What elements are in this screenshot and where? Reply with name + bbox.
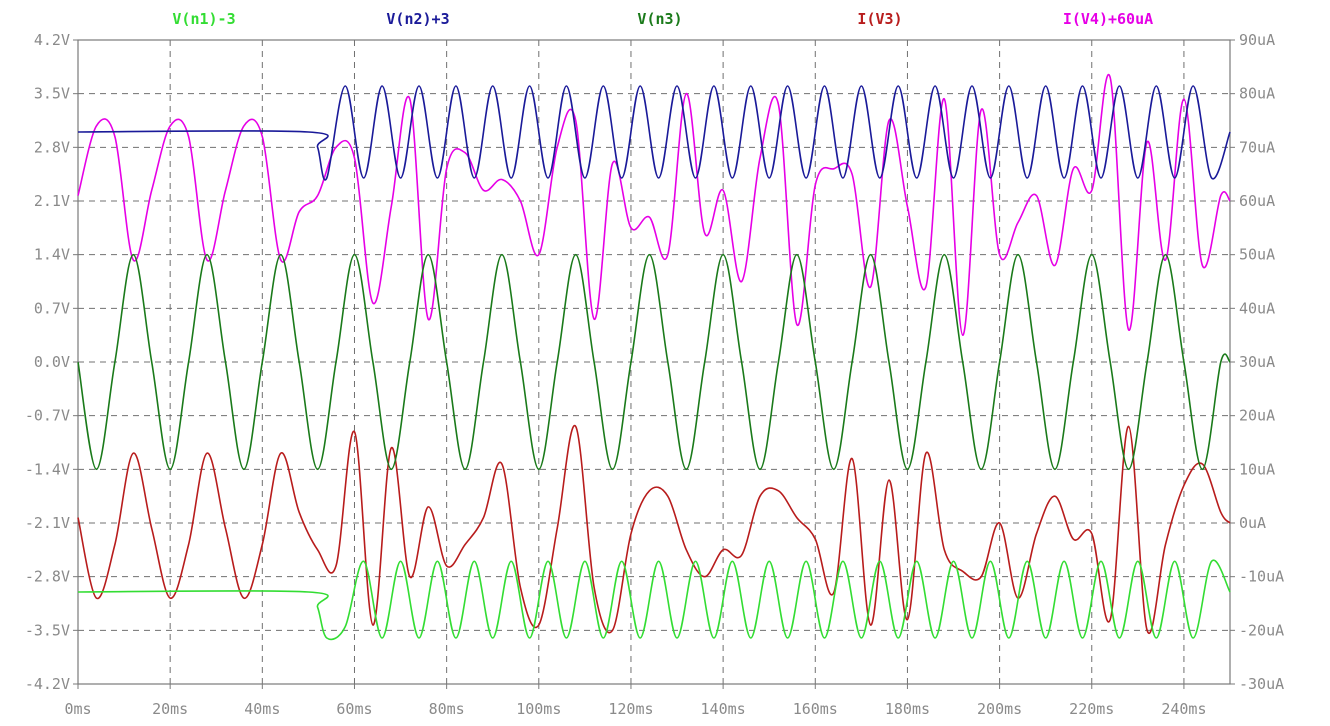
- left-tick-label: -1.4V: [25, 460, 70, 478]
- left-tick-label: -3.5V: [25, 621, 70, 639]
- x-tick-label: 80ms: [429, 700, 465, 718]
- trace-v-n1-3: [77, 559, 1231, 641]
- left-tick-label: 2.1V: [34, 192, 70, 210]
- trace-i-v4-60ua: [77, 73, 1231, 337]
- right-tick-label: 90uA: [1239, 31, 1275, 49]
- left-tick-label: -4.2V: [25, 675, 70, 693]
- left-tick-label: 3.5V: [34, 85, 70, 103]
- left-tick-label: -0.7V: [25, 407, 70, 425]
- legend-label-i-v4-60ua: I(V4)+60uA: [1063, 10, 1153, 28]
- left-tick-label: -2.1V: [25, 514, 70, 532]
- x-tick-label: 140ms: [701, 700, 746, 718]
- x-tick-label: 100ms: [516, 700, 561, 718]
- legend-label-v-n3: V(n3): [637, 10, 682, 28]
- legend-label-i-v3: I(V3): [857, 10, 902, 28]
- left-tick-label: -2.8V: [25, 568, 70, 586]
- time-axis: 0ms 20ms 40ms 60ms 80ms 100ms 120ms 140ms 160ms 1…: [64, 684, 1206, 718]
- legend-label-v-n2-3: V(n2)+3: [386, 10, 449, 28]
- trace-legend: V(n1)-3 V(n2)+3 V(n3) I(V3) I(V4)+60uA: [172, 10, 1153, 28]
- trace-v-n2-3: [77, 85, 1231, 181]
- right-current-axis: 90uA 80uA 70uA 60uA 50uA 40uA 30uA 20uA 10uA 0uA -…: [1230, 31, 1284, 693]
- right-tick-label: 10uA: [1239, 460, 1275, 478]
- trace-v-n3: [77, 253, 1231, 471]
- x-tick-label: 240ms: [1161, 700, 1206, 718]
- right-tick-label: 50uA: [1239, 246, 1275, 264]
- trace-layer: [77, 73, 1231, 641]
- x-tick-label: 180ms: [885, 700, 930, 718]
- x-tick-label: 40ms: [244, 700, 280, 718]
- right-tick-label: -30uA: [1239, 675, 1284, 693]
- legend-label-v-n1-3: V(n1)-3: [172, 10, 235, 28]
- x-tick-label: 60ms: [336, 700, 372, 718]
- x-tick-label: 120ms: [608, 700, 653, 718]
- trace-i-v3: [77, 424, 1231, 635]
- x-tick-label: 200ms: [977, 700, 1022, 718]
- right-tick-label: -20uA: [1239, 621, 1284, 639]
- right-tick-label: -10uA: [1239, 568, 1284, 586]
- right-tick-label: 20uA: [1239, 407, 1275, 425]
- left-tick-label: 0.7V: [34, 299, 70, 317]
- right-tick-label: 30uA: [1239, 353, 1275, 371]
- left-tick-label: 1.4V: [34, 246, 70, 264]
- x-tick-label: 0ms: [64, 700, 91, 718]
- right-tick-label: 0uA: [1239, 514, 1266, 532]
- left-tick-label: 2.8V: [34, 138, 70, 156]
- left-tick-label: 4.2V: [34, 31, 70, 49]
- x-tick-label: 20ms: [152, 700, 188, 718]
- right-tick-label: 80uA: [1239, 85, 1275, 103]
- left-tick-label: 0.0V: [34, 353, 70, 371]
- left-voltage-axis: 4.2V 3.5V 2.8V 2.1V 1.4V 0.7V 0.0V -0.7V -1.4V -2…: [25, 31, 78, 693]
- right-tick-label: 60uA: [1239, 192, 1275, 210]
- x-tick-label: 160ms: [793, 700, 838, 718]
- right-tick-label: 40uA: [1239, 299, 1275, 317]
- x-tick-label: 220ms: [1069, 700, 1114, 718]
- right-tick-label: 70uA: [1239, 138, 1275, 156]
